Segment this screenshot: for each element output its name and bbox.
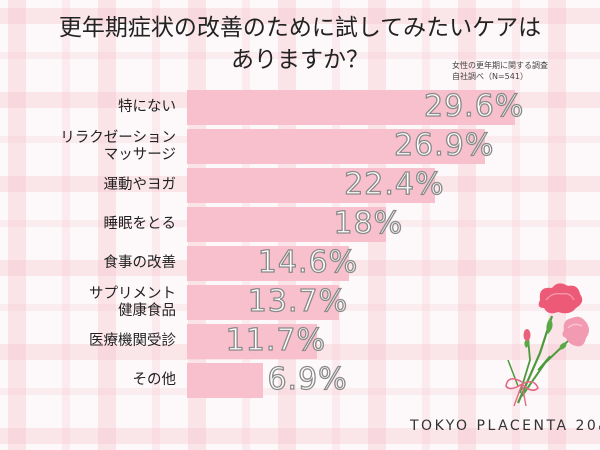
bar: [187, 207, 387, 242]
brand-logo-main: TOKYO PLACENTA 20: [410, 418, 599, 434]
value-label: 18%: [333, 205, 404, 241]
category-label: 特にない: [118, 90, 176, 125]
category-label-line1: 食事の改善: [103, 255, 177, 271]
bar-row: 運動やヨガ 22.4%: [0, 166, 600, 203]
source-line1: 女性の更年期に関する調査: [452, 61, 548, 70]
value-label: 13.7%: [247, 283, 349, 319]
carnation-bouquet-icon: [500, 278, 590, 412]
category-label: リラクゼーション マッサージ: [60, 129, 176, 164]
bar: [187, 324, 317, 359]
value-label: 22.4%: [344, 166, 445, 202]
chart-title-line1: 更年期症状の改善のために試してみたいケアは: [58, 15, 542, 41]
category-label-line1: リラクゼーション: [60, 129, 176, 146]
category-label-line2: 健康食品: [118, 302, 176, 319]
brand-logo-suffix: cc: [598, 423, 600, 433]
value-label: 29.6%: [423, 88, 525, 124]
bar: [187, 285, 339, 320]
bar: [187, 90, 515, 125]
category-label-line1: 特にない: [118, 99, 176, 115]
category-label-line1: 医療機関受診: [89, 333, 176, 349]
bar: [187, 129, 486, 164]
category-label: その他: [133, 363, 177, 398]
bar-row: 睡眠をとる 18%: [0, 205, 600, 242]
bar-chart: 特にない 29.6% リラクゼーション マッサージ 26.9% 運動やヨガ 22.4% 睡眠を…: [0, 88, 600, 402]
bar-row: その他 6.9%: [0, 361, 600, 398]
value-label: 6.9%: [267, 361, 348, 397]
category-label-line1: サプリメント: [89, 285, 176, 302]
category-label-line1: 睡眠をとる: [103, 216, 177, 232]
bar-row: 医療機関受診 11.7%: [0, 322, 600, 359]
bar-row: リラクゼーション マッサージ 26.9%: [0, 127, 600, 164]
category-label-line1: その他: [132, 372, 177, 388]
chart-title: 更年期症状の改善のために試してみたいケアは ありますか？: [0, 12, 600, 76]
category-label: 食事の改善: [104, 246, 177, 281]
bar: [187, 168, 436, 203]
bar-row: 特にない 29.6%: [0, 88, 600, 125]
bar: [187, 246, 349, 281]
bar-row: サプリメント 健康食品 13.7%: [0, 283, 600, 320]
value-label: 26.9%: [393, 127, 495, 163]
category-label: 運動やヨガ: [104, 168, 177, 203]
category-label: サプリメント 健康食品: [89, 285, 176, 320]
category-label-line1: 運動やヨガ: [103, 177, 177, 193]
category-label-line2: マッサージ: [103, 146, 176, 163]
survey-source-note: 女性の更年期に関する調査 自社調べ（N=541）: [452, 60, 548, 82]
brand-logo: TOKYO PLACENTA 20cc: [410, 418, 600, 434]
value-label: 11.7%: [225, 322, 326, 358]
bar: [187, 363, 264, 398]
chart-title-line2: ありますか？: [231, 47, 369, 73]
source-line2: 自社調べ（N=541）: [452, 72, 528, 81]
value-label: 14.6%: [257, 244, 359, 280]
category-label: 医療機関受診: [89, 324, 176, 359]
bar-row: 食事の改善 14.6%: [0, 244, 600, 281]
category-label: 睡眠をとる: [104, 207, 177, 242]
